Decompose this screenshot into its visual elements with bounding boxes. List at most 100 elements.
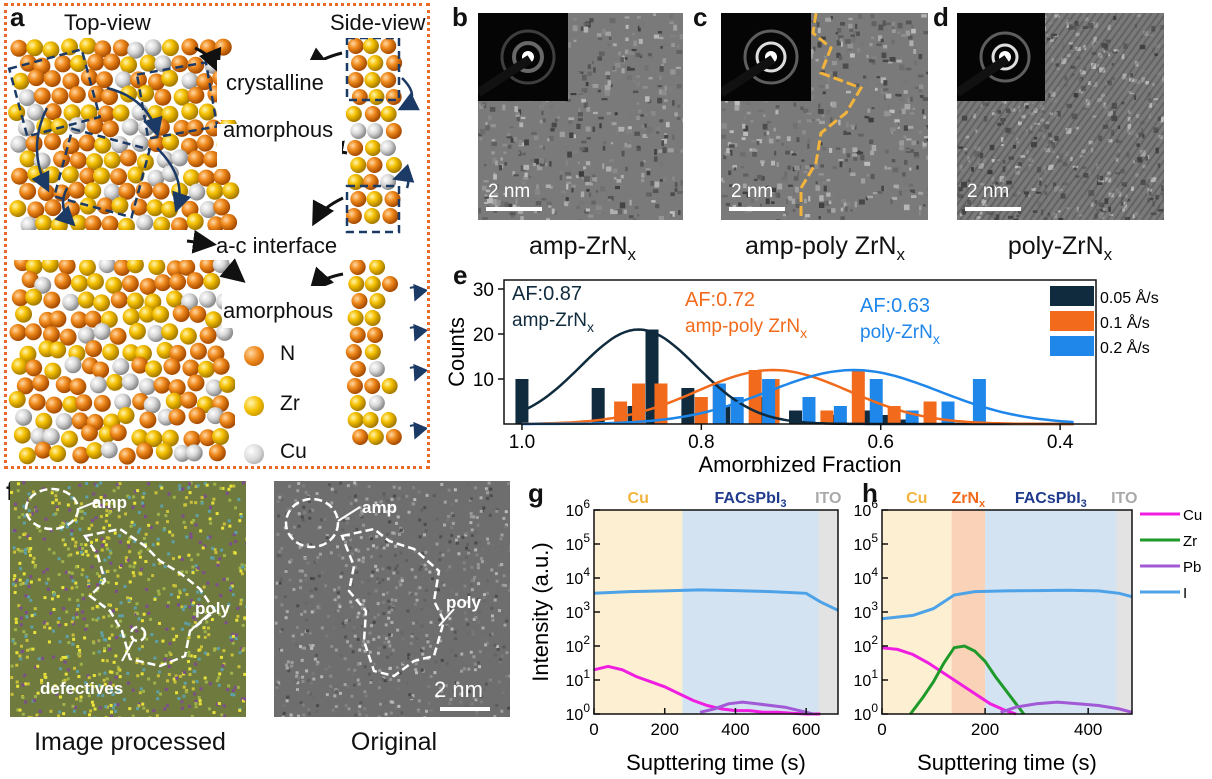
orig-speckle <box>420 668 424 672</box>
orig-speckle <box>473 668 477 672</box>
proc-speckle <box>43 625 47 629</box>
proc-speckle <box>241 699 245 703</box>
orig-speckle <box>300 569 304 573</box>
proc-speckle <box>242 647 246 651</box>
tem-speckle <box>973 185 977 191</box>
tem-speckle <box>1150 177 1157 183</box>
tem-speckle <box>1098 180 1105 183</box>
proc-speckle <box>81 568 85 572</box>
orig-speckle <box>438 618 442 622</box>
orig-speckle <box>303 544 307 548</box>
proc-speckle <box>239 598 243 602</box>
proc-speckle <box>71 633 75 637</box>
proc-speckle <box>79 550 83 554</box>
tem-speckle <box>674 150 680 155</box>
proc-speckle <box>156 674 160 678</box>
tem-speckle <box>851 126 855 130</box>
proc-speckle <box>208 535 212 539</box>
atom <box>79 197 97 215</box>
x-tick-label: 0 <box>877 720 886 739</box>
tem-speckle <box>508 203 513 209</box>
tem-speckle <box>862 75 867 79</box>
proc-speckle <box>137 617 141 621</box>
tem-speckle <box>832 165 837 170</box>
orig-speckle <box>454 499 458 503</box>
atom <box>114 71 132 89</box>
tem-speckle <box>809 164 815 169</box>
tem-speckle <box>1154 43 1160 48</box>
tem-speckle <box>874 87 878 91</box>
tem-speckle <box>1148 113 1151 119</box>
tem-speckle <box>850 34 855 37</box>
orig-speckle <box>477 541 481 545</box>
proc-speckle <box>21 513 25 517</box>
orig-speckle <box>432 623 436 627</box>
proc-speckle <box>111 692 115 696</box>
tem-speckle <box>844 206 848 212</box>
proc-speckle <box>197 696 201 700</box>
orig-speckle <box>299 579 303 583</box>
legend-n-label: N <box>280 342 296 365</box>
tem-speckle <box>674 188 678 192</box>
histogram-bar <box>614 401 628 424</box>
proc-speckle <box>145 604 149 608</box>
caption-processed: Image processed <box>34 728 226 756</box>
proc-speckle <box>229 586 233 590</box>
atom <box>45 396 63 414</box>
proc-speckle <box>166 679 170 683</box>
atom <box>187 150 205 168</box>
tem-speckle <box>1076 206 1079 213</box>
proc-speckle <box>19 644 23 648</box>
tem-speckle <box>1051 97 1057 103</box>
proc-speckle <box>243 697 246 701</box>
proc-speckle <box>89 683 93 687</box>
tem-speckle <box>1156 71 1161 76</box>
proc-speckle <box>23 548 27 552</box>
proc-speckle <box>210 618 214 622</box>
orig-speckle <box>297 676 301 680</box>
proc-speckle <box>184 503 188 507</box>
tem-speckle <box>733 167 737 171</box>
proc-speckle <box>108 670 112 674</box>
orig-speckle <box>396 564 400 568</box>
orig-speckle <box>414 575 418 579</box>
tem-speckle <box>1139 44 1146 50</box>
proc-speckle <box>13 507 17 511</box>
tem-speckle <box>1053 84 1059 88</box>
tem-speckle <box>636 15 641 19</box>
proc-speckle <box>159 692 163 696</box>
tem-speckle <box>796 137 800 143</box>
tem-speckle <box>521 181 526 185</box>
proc-speckle <box>117 690 121 694</box>
orig-speckle <box>392 531 396 535</box>
proc-speckle <box>108 636 112 640</box>
tem-speckle <box>721 177 724 182</box>
tem-speckle <box>644 65 649 71</box>
proc-speckle <box>10 692 14 696</box>
proc-speckle <box>222 577 226 581</box>
proc-speckle <box>180 570 184 574</box>
atom <box>93 167 111 185</box>
tem-speckle <box>1096 180 1103 186</box>
tem-speckle <box>721 195 728 198</box>
atom <box>70 274 88 292</box>
proc-speckle <box>28 647 32 651</box>
orig-speckle <box>473 575 477 579</box>
tem-speckle <box>791 198 795 205</box>
proc-speckle <box>118 534 122 538</box>
atom <box>366 157 383 173</box>
proc-speckle <box>124 512 128 516</box>
proc-speckle <box>128 537 132 541</box>
orig-speckle <box>284 616 288 620</box>
atom <box>34 276 52 294</box>
proc-speckle <box>63 520 67 524</box>
tem-speckle <box>884 95 887 100</box>
y-tick-exp: 1 <box>583 667 590 681</box>
proc-speckle <box>156 589 160 593</box>
proc-speckle <box>203 676 207 680</box>
proc-speckle <box>177 572 181 576</box>
proc-speckle <box>223 554 227 558</box>
tem-speckle <box>809 87 814 91</box>
proc-speckle <box>61 655 65 659</box>
orig-speckle <box>274 595 278 599</box>
